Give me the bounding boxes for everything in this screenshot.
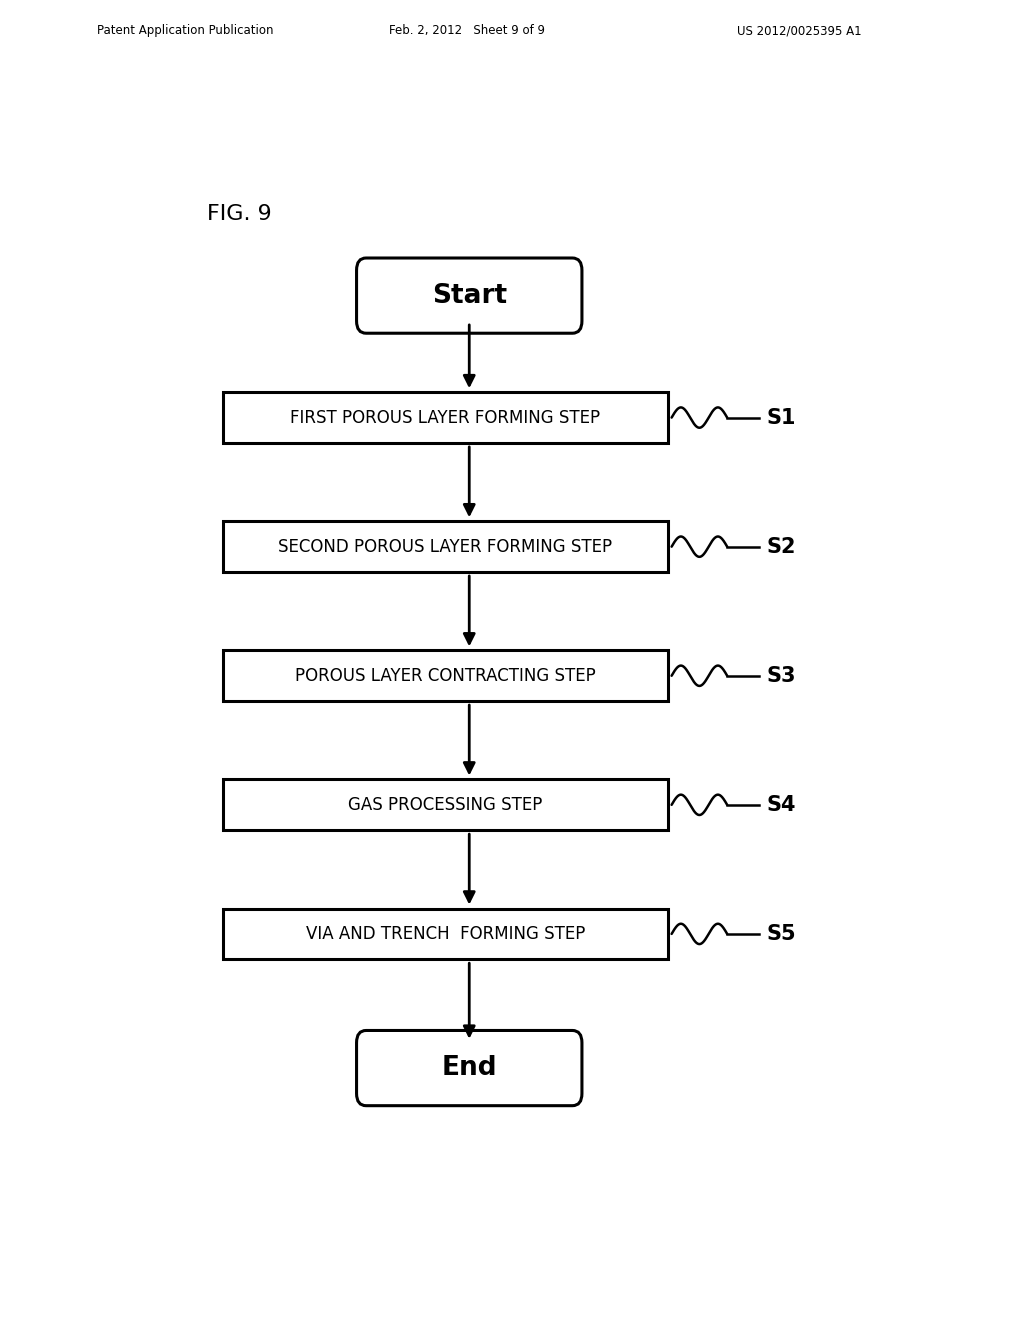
FancyBboxPatch shape <box>356 257 582 333</box>
Text: GAS PROCESSING STEP: GAS PROCESSING STEP <box>348 796 543 814</box>
FancyBboxPatch shape <box>223 908 668 960</box>
Text: FIG. 9: FIG. 9 <box>207 205 272 224</box>
Text: Patent Application Publication: Patent Application Publication <box>97 24 273 37</box>
Text: FIRST POROUS LAYER FORMING STEP: FIRST POROUS LAYER FORMING STEP <box>291 409 600 426</box>
FancyBboxPatch shape <box>223 392 668 444</box>
Text: Feb. 2, 2012   Sheet 9 of 9: Feb. 2, 2012 Sheet 9 of 9 <box>389 24 545 37</box>
Text: End: End <box>441 1055 497 1081</box>
FancyBboxPatch shape <box>356 1031 582 1106</box>
FancyBboxPatch shape <box>223 521 668 572</box>
Text: Start: Start <box>432 282 507 309</box>
Text: S5: S5 <box>767 924 797 944</box>
Text: SECOND POROUS LAYER FORMING STEP: SECOND POROUS LAYER FORMING STEP <box>279 537 612 556</box>
Text: S4: S4 <box>767 795 797 814</box>
Text: S3: S3 <box>767 665 797 686</box>
Text: S2: S2 <box>767 537 797 557</box>
Text: US 2012/0025395 A1: US 2012/0025395 A1 <box>737 24 862 37</box>
Text: S1: S1 <box>767 408 797 428</box>
Text: POROUS LAYER CONTRACTING STEP: POROUS LAYER CONTRACTING STEP <box>295 667 596 685</box>
Text: VIA AND TRENCH  FORMING STEP: VIA AND TRENCH FORMING STEP <box>306 925 585 942</box>
FancyBboxPatch shape <box>223 779 668 830</box>
FancyBboxPatch shape <box>223 651 668 701</box>
